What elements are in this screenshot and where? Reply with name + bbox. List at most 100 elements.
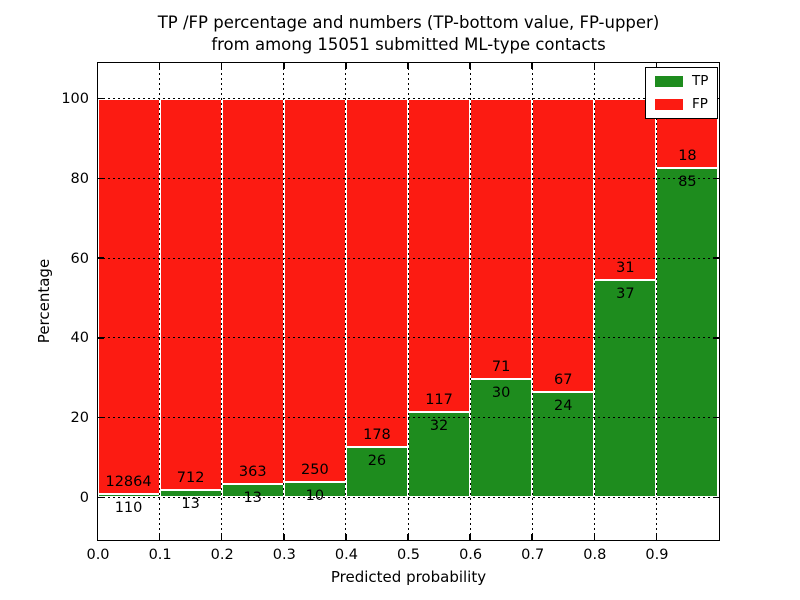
x-axis-label: Predicted probability: [330, 568, 487, 586]
y-tick-mark: [97, 416, 104, 419]
fp-count-label: 67: [554, 372, 573, 389]
x-tick-mark: [345, 533, 347, 540]
x-tick-mark: [593, 533, 596, 540]
x-tick-label: 0.9: [645, 547, 669, 563]
legend-label: FP: [692, 95, 708, 112]
x-tick-label: 0.7: [521, 547, 545, 563]
x-tick-label: 0.4: [334, 547, 358, 563]
y-tick-mark: [712, 257, 719, 259]
legend-label: TP: [692, 72, 709, 89]
bar-segment-tp: [97, 494, 160, 498]
y-tick-mark: [97, 496, 104, 499]
h-gridline: [97, 177, 719, 179]
bar-segment-tp: [470, 378, 533, 498]
bar-segment-fp: [283, 98, 346, 483]
x-tick-mark: [96, 62, 99, 69]
x-tick-mark: [158, 62, 161, 69]
x-tick-mark: [220, 533, 223, 540]
x-tick-mark: [593, 62, 596, 69]
bar-segment-tp: [283, 482, 346, 498]
fp-count-label: 31: [616, 260, 635, 277]
x-tick-mark: [220, 62, 223, 69]
fp-count-label: 363: [238, 463, 267, 480]
x-tick-label: 0.6: [459, 547, 483, 563]
bar-segment-tp: [221, 483, 284, 498]
bar-segment-fp: [408, 98, 471, 412]
x-tick-mark: [531, 533, 533, 540]
tp-count-label: 24: [554, 398, 573, 415]
y-tick-label: 80: [70, 170, 89, 187]
bar-segment-tp: [345, 446, 408, 498]
fp-count-label: 71: [491, 358, 511, 375]
x-tick-label: 0.2: [210, 547, 234, 563]
tp-count-label: 13: [181, 496, 200, 513]
h-gridline: [97, 98, 719, 99]
bar-segment-fp: [345, 98, 408, 447]
x-tick-mark: [407, 62, 409, 69]
plot-area: 12864 110 712 13 363 13 250 10 178 26 117 32 71 30 67 2…: [96, 61, 720, 541]
legend-row: FP: [655, 95, 708, 112]
bar-segment-tp: [594, 280, 657, 498]
h-gridline: [97, 497, 719, 498]
fp-count-label: 250: [301, 462, 329, 479]
y-tick-label: 20: [70, 410, 89, 427]
v-gridline: [283, 62, 285, 540]
x-tick-label: 0.1: [148, 547, 172, 563]
bar-segment-tp: [532, 392, 595, 498]
v-gridline: [593, 62, 595, 540]
v-gridline: [159, 62, 161, 540]
tp-count-label: 37: [616, 286, 635, 303]
bar-segment-fp: [594, 98, 657, 281]
v-gridline: [345, 62, 347, 540]
fp-count-label: 117: [425, 391, 453, 408]
tp-count-label: 85: [678, 174, 697, 191]
fp-count-label: 12864: [105, 474, 152, 491]
v-gridline: [655, 62, 657, 540]
y-tick-mark: [97, 257, 104, 259]
x-tick-mark: [531, 62, 533, 69]
x-tick-mark: [407, 533, 409, 540]
v-gridline: [407, 62, 409, 540]
y-tick-mark: [712, 416, 719, 419]
bar-segment-fp: [221, 98, 284, 484]
chart-title-line1: TP /FP percentage and numbers (TP-bottom…: [157, 13, 660, 32]
x-tick-mark: [283, 62, 285, 69]
legend-row: TP: [655, 72, 709, 89]
x-tick-label: 0.3: [272, 547, 296, 563]
fp-count-label: 712: [176, 470, 205, 487]
x-tick-mark: [283, 533, 285, 540]
chart-title: TP /FP percentage and numbers (TP-bottom…: [98, 12, 719, 56]
y-tick-mark: [712, 177, 719, 180]
x-tick-mark: [345, 62, 347, 69]
y-tick-mark: [97, 177, 104, 180]
tp-count-label: 13: [243, 489, 262, 506]
legend-swatch-tp: [655, 75, 683, 87]
legend-swatch-fp: [655, 98, 683, 110]
x-tick-mark: [158, 533, 161, 540]
y-tick-label: 40: [70, 330, 89, 347]
h-gridline: [97, 257, 719, 259]
y-tick-mark: [97, 337, 104, 339]
tp-count-label: 30: [491, 384, 511, 401]
bar-segment-fp: [159, 98, 222, 491]
tp-count-label: 110: [114, 500, 143, 517]
tp-count-label: 32: [429, 417, 449, 434]
y-tick-mark: [712, 496, 719, 499]
x-tick-mark: [96, 533, 99, 540]
bar-segment-fp: [97, 98, 160, 495]
x-tick-label: 0.8: [583, 547, 607, 563]
legend: TP FP: [645, 66, 719, 119]
x-tick-mark: [655, 533, 658, 540]
fp-count-label: 178: [363, 426, 391, 443]
v-gridline: [531, 62, 533, 540]
bar-segment-tp: [159, 490, 222, 498]
bar-segment-tp: [408, 411, 471, 498]
tp-count-label: 26: [367, 452, 387, 469]
x-tick-label: 0.0: [86, 547, 110, 563]
chart-title-line2: from among 15051 submitted ML-type conta…: [211, 35, 606, 54]
y-tick-label: 0: [79, 490, 89, 506]
v-gridline: [221, 62, 223, 540]
y-tick-label: 100: [61, 91, 89, 107]
fp-count-label: 18: [678, 148, 697, 165]
